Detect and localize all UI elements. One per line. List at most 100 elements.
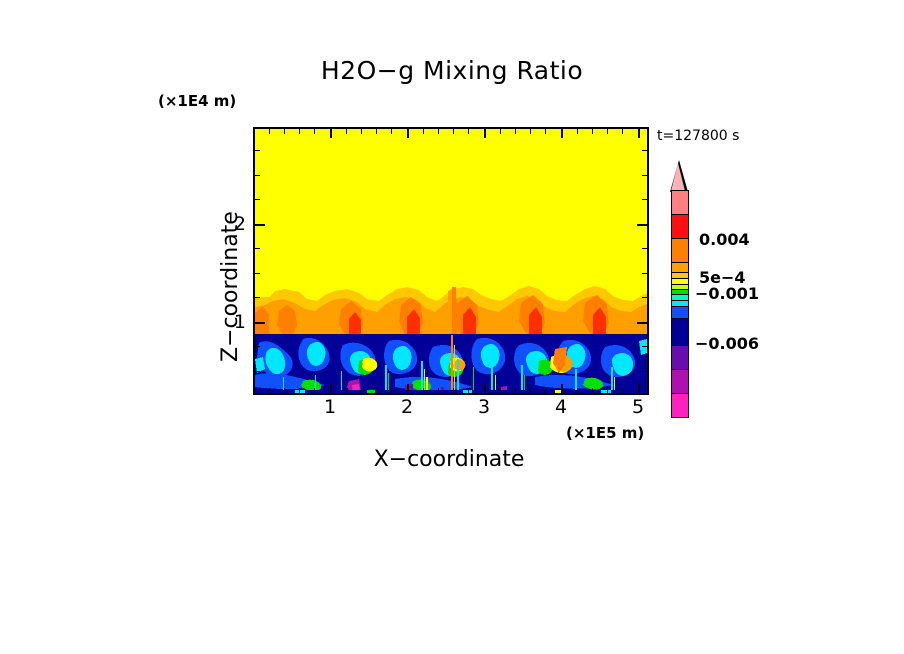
colorbar-band (672, 290, 688, 295)
x-tick-minor (545, 388, 546, 393)
colorbar-band (672, 319, 688, 346)
y-tick-right-minor (642, 150, 647, 151)
y-tick-minor (255, 371, 260, 372)
colorbar-band (672, 370, 688, 394)
x-tick-minor (423, 388, 424, 393)
x-tick-top-major (638, 129, 640, 138)
colorbar-band (672, 301, 688, 307)
x-tick-top-minor (423, 129, 424, 134)
x-tick-minor (376, 388, 377, 393)
x-tick-top-major (561, 129, 563, 138)
x-tick-top-minor (299, 129, 300, 134)
x-axis-title: X−coordinate (373, 447, 525, 472)
colorbar-tick-label: 0.004 (699, 230, 750, 249)
x-tick-minor (622, 388, 623, 393)
y-axis-units-label: (×1E4 m) (158, 92, 237, 110)
x-tick-top-major (484, 129, 486, 138)
y-tick-minor (255, 273, 260, 274)
x-tick-top-minor (346, 129, 347, 134)
colorbar-band (672, 346, 688, 370)
x-tick-minor (284, 388, 285, 393)
colorbar-band (672, 273, 688, 279)
x-tick-label: 3 (477, 396, 491, 418)
x-tick-top-minor (468, 129, 469, 134)
y-tick-minor (255, 199, 260, 200)
x-tick-top-minor (500, 129, 501, 134)
colorbar-band (672, 307, 688, 319)
x-tick-top-minor (376, 129, 377, 134)
x-tick-minor (530, 388, 531, 393)
x-tick-major (484, 384, 486, 393)
y-tick-right-minor (642, 297, 647, 298)
x-tick-major (638, 384, 640, 393)
x-tick-top-minor (515, 129, 516, 134)
x-tick-top-minor (545, 129, 546, 134)
x-tick-top-minor (361, 129, 362, 134)
y-tick-right-minor (642, 371, 647, 372)
x-tick-minor (438, 388, 439, 393)
x-tick-top-minor (314, 129, 315, 134)
y-tick-right-major (637, 322, 647, 324)
y-tick-major (255, 224, 265, 226)
x-axis-units-label: (×1E5 m) (566, 424, 645, 442)
x-tick-minor (468, 388, 469, 393)
y-tick-right-major (637, 224, 647, 226)
colorbar-band (672, 239, 688, 263)
x-tick-top-minor (607, 129, 608, 134)
x-tick-top-minor (269, 129, 270, 134)
x-tick-top-minor (284, 129, 285, 134)
y-tick-minor (255, 346, 260, 347)
x-tick-label: 2 (400, 396, 414, 418)
y-axis-title: Z−coordinate (218, 211, 243, 362)
colorbar-band (672, 394, 688, 417)
x-tick-minor (391, 388, 392, 393)
x-tick-label: 5 (631, 396, 645, 418)
y-tick-minor (255, 175, 260, 176)
x-tick-major (330, 384, 332, 393)
y-tick-minor (255, 297, 260, 298)
y-tick-minor (255, 150, 260, 151)
x-tick-top-major (407, 129, 409, 138)
x-tick-label: 4 (554, 396, 568, 418)
x-tick-top-minor (577, 129, 578, 134)
colorbar-bands (671, 190, 689, 418)
x-tick-major (407, 384, 409, 393)
x-tick-minor (299, 388, 300, 393)
heatmap-field (255, 129, 647, 393)
y-tick-label: 1 (233, 311, 246, 333)
timestamp-label: t=127800 s (657, 128, 740, 144)
x-tick-top-minor (391, 129, 392, 134)
y-tick-right-minor (642, 248, 647, 249)
x-tick-minor (592, 388, 593, 393)
x-tick-top-major (330, 129, 332, 138)
y-tick-right-minor (642, 346, 647, 347)
x-tick-minor (515, 388, 516, 393)
x-tick-minor (346, 388, 347, 393)
x-tick-top-minor (530, 129, 531, 134)
y-tick-right-minor (642, 175, 647, 176)
x-tick-label: 1 (323, 396, 337, 418)
colorbar-arrow-fill (671, 163, 685, 191)
x-tick-minor (607, 388, 608, 393)
x-tick-top-minor (592, 129, 593, 134)
x-tick-top-minor (453, 129, 454, 134)
x-tick-top-minor (622, 129, 623, 134)
y-tick-right-minor (642, 273, 647, 274)
colorbar-tick-label: −0.001 (695, 284, 760, 303)
y-tick-major (255, 322, 265, 324)
y-tick-label: 2 (233, 213, 246, 235)
x-tick-minor (500, 388, 501, 393)
x-tick-major (561, 384, 563, 393)
x-tick-minor (269, 388, 270, 393)
colorbar-tick-label: 5e−4 (699, 268, 746, 287)
page-title: H2O−g Mixing Ratio (320, 56, 584, 85)
colorbar-band (672, 263, 688, 273)
colorbar: 0.004 5e−4 −0.001 −0.006 (669, 160, 759, 418)
y-tick-right-minor (642, 199, 647, 200)
colorbar-tick-label: −0.006 (695, 334, 760, 353)
plot-area (253, 127, 649, 395)
colorbar-band (672, 215, 688, 239)
x-tick-minor (577, 388, 578, 393)
x-tick-minor (361, 388, 362, 393)
